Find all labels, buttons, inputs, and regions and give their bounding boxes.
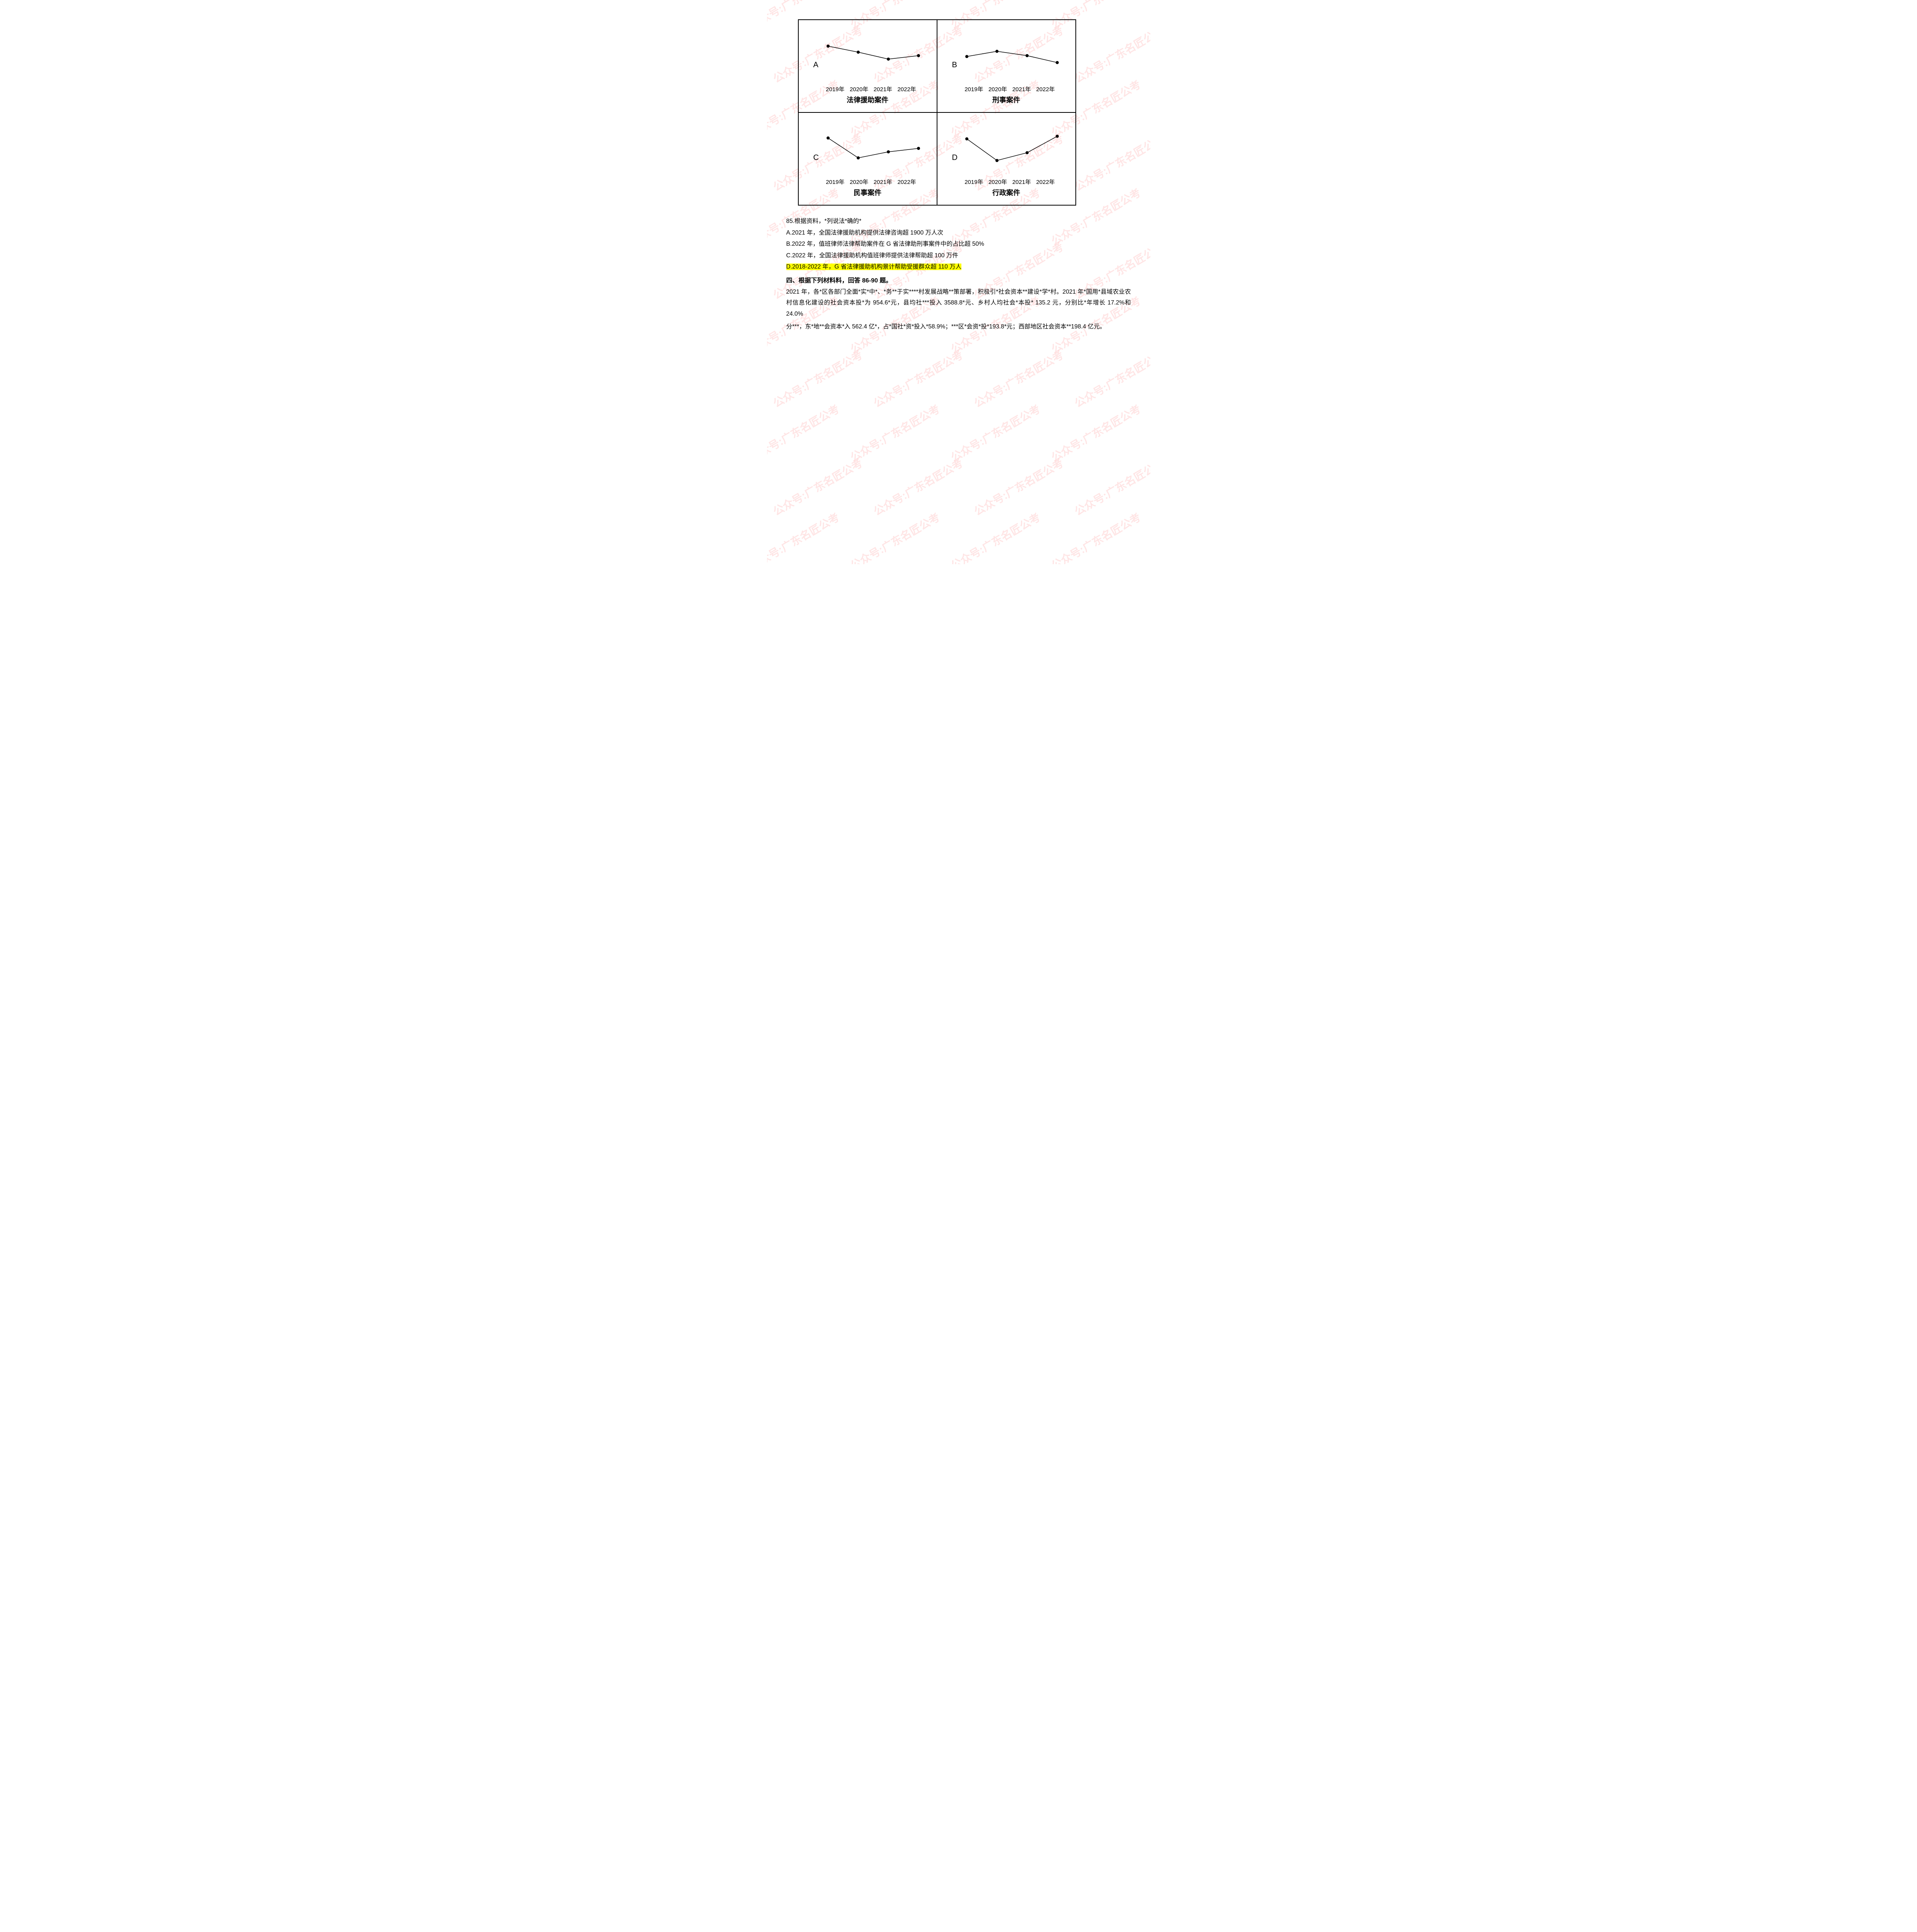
section-4-paragraph-2: 分***，东*地**会资本*入 562.4 亿*，占*国社*资*投入*58.9%… (786, 321, 1131, 333)
section-4-heading: 四、根据下列材料料，回答 86-90 题。 (786, 275, 1131, 284)
chart-svg-c (806, 121, 929, 175)
xlabel: 2021年 (1012, 178, 1031, 186)
xlabel: 2021年 (874, 85, 892, 93)
xlabel: 2019年 (964, 85, 983, 93)
xlabel: 2021年 (874, 178, 892, 186)
question-stem: 85.根据资料，*列说法*确的* (786, 216, 1131, 225)
option-d-highlighted: D.2018-2022 年，G 省法律援助机构景计帮助受援群众超 110 万人 (786, 264, 962, 270)
blank-filler (786, 332, 1131, 549)
xlabel: 2022年 (897, 85, 916, 93)
xlabel: 2022年 (1036, 178, 1055, 186)
chart-title: 行政案件 (942, 187, 1071, 197)
xlabel: 2022年 (897, 178, 916, 186)
panel-letter: A (813, 61, 818, 70)
xlabel: 2020年 (988, 178, 1007, 186)
section-4-paragraph-1: 2021 年，各*区各部门全面*实*中*、*务**于实****村发展战略**策部… (786, 287, 1131, 320)
panel-letter: C (813, 153, 819, 162)
option-a: A.2021 年，全国法律援助机构提供法律咨询超 1900 万人次 (786, 227, 1131, 238)
xlabel: 2021年 (1012, 85, 1031, 93)
chart-grid: A 2019年 2020年 2021年 2022年 法律援助案件 B 2019年… (798, 19, 1076, 206)
option-b: B.2022 年，值班律师法律帮助案件在 G 省法律助刑事案件中的占比超 50% (786, 238, 1131, 250)
chart-title: 刑事案件 (942, 95, 1071, 105)
chart-svg-b (944, 29, 1068, 83)
xlabel: 2019年 (964, 178, 983, 186)
xlabel: 2022年 (1036, 85, 1055, 93)
chart-panel-a: A 2019年 2020年 2021年 2022年 法律援助案件 (798, 20, 937, 112)
xlabel: 2020年 (850, 178, 868, 186)
panel-letter: D (952, 153, 958, 162)
x-axis-labels: 2019年 2020年 2021年 2022年 (823, 178, 919, 186)
x-axis-labels: 2019年 2020年 2021年 2022年 (823, 85, 919, 93)
chart-panel-c: C 2019年 2020年 2021年 2022年 民事案件 (798, 112, 937, 205)
xlabel: 2019年 (826, 85, 844, 93)
chart-title: 法律援助案件 (803, 95, 932, 105)
panel-letter: B (952, 61, 957, 70)
chart-svg-a (806, 29, 929, 83)
xlabel: 2020年 (988, 85, 1007, 93)
x-axis-labels: 2019年 2020年 2021年 2022年 (962, 85, 1058, 93)
xlabel: 2020年 (850, 85, 868, 93)
option-c: C.2022 年，全国法律援助机构值班律师提供法律帮助超 100 万件 (786, 250, 1131, 261)
chart-svg-d (944, 121, 1068, 175)
chart-panel-d: D 2019年 2020年 2021年 2022年 行政案件 (937, 112, 1076, 205)
question-85: 85.根据资料，*列说法*确的* A.2021 年，全国法律援助机构提供法律咨询… (786, 216, 1131, 273)
x-axis-labels: 2019年 2020年 2021年 2022年 (962, 178, 1058, 186)
xlabel: 2019年 (826, 178, 844, 186)
chart-panel-b: B 2019年 2020年 2021年 2022年 刑事案件 (937, 20, 1076, 112)
chart-title: 民事案件 (803, 187, 932, 197)
